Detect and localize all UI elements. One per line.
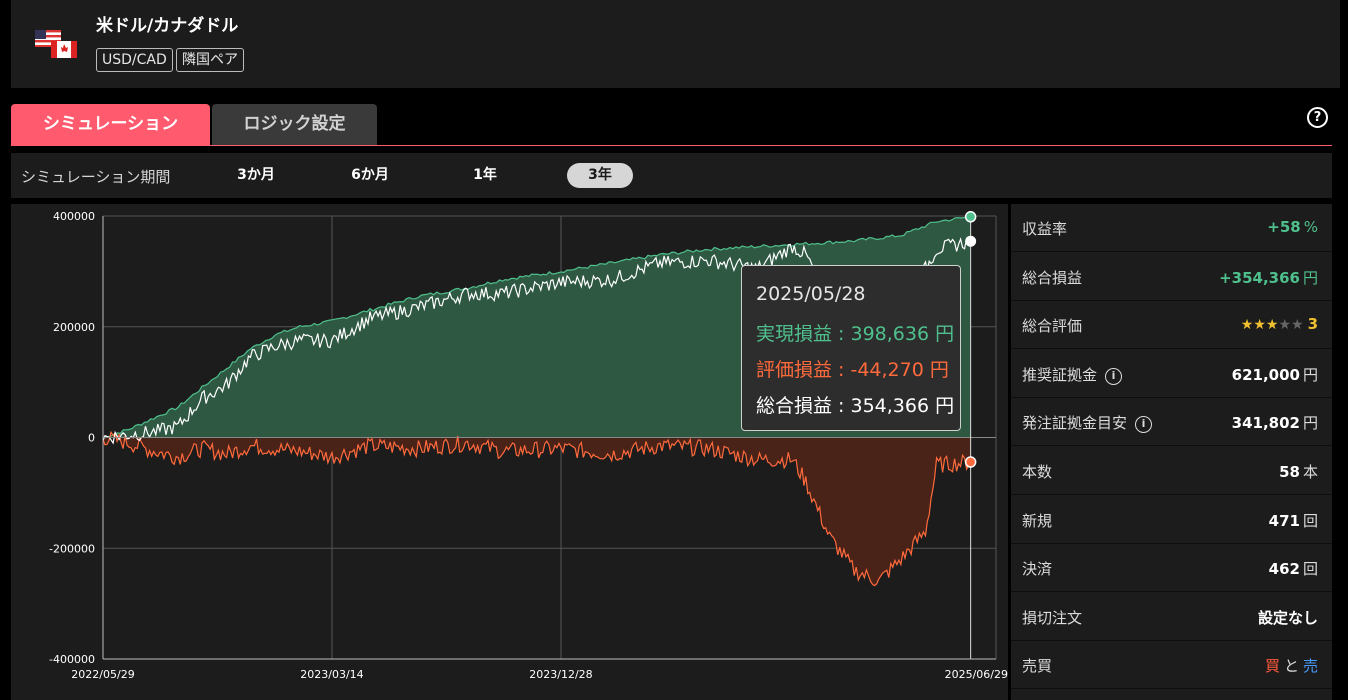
star-icon: ★ (1240, 317, 1254, 334)
star-icon: ★ (1253, 317, 1266, 334)
period-label: シミュレーション期間 (21, 168, 171, 186)
stat-value: ★★★★★ 3 (1240, 315, 1318, 334)
stat-row: 推奨証拠金 i 621,000 円 (1011, 350, 1332, 398)
tooltip-unrealized: 評価損益 : -44,270 円 (756, 359, 949, 381)
info-icon[interactable]: i (1135, 416, 1153, 434)
help-icon[interactable]: ? (1307, 107, 1328, 128)
pair-header: 米ドル/カナダドル USD/CAD 隣国ペア (11, 0, 1340, 88)
y-tick-label: 400000 (53, 210, 95, 223)
y-tick-label: 0 (88, 432, 95, 445)
stat-value: 341,802 円 (1231, 414, 1318, 433)
y-tick-label: -400000 (49, 653, 95, 666)
stat-label: 収益率 (1022, 220, 1068, 238)
period-3y-button[interactable]: 3年 (567, 163, 633, 188)
stat-row: 売買 買と売 (1011, 641, 1332, 690)
stat-value: 買と売 (1264, 657, 1318, 676)
stat-row: 決済 462 回 (1011, 544, 1332, 593)
stats-panel: 収益率 +58% 総合損益 +354,366 円総合評価 ★★★★★ 3 推奨証拠金 i 621,… (1011, 204, 1332, 700)
info-icon[interactable]: i (1105, 367, 1123, 385)
realized-marker (964, 211, 977, 223)
stat-label: 売買 (1022, 657, 1053, 676)
stat-value: +354,366 円 (1219, 268, 1318, 287)
x-tick-label: 2025/06/29 (945, 668, 1008, 681)
pair-code-tag: USD/CAD (96, 48, 173, 72)
stat-label: 総合評価 (1022, 317, 1083, 336)
stat-row: 新規 471 回 (1011, 496, 1332, 544)
stat-value: +58% (1267, 218, 1318, 236)
tooltip-realized: 実現損益 : 398,636 円 (756, 323, 955, 345)
stat-row: 損切注文 設定なし (1011, 593, 1332, 641)
usd-cad-flag-icon (35, 30, 77, 58)
period-6m-button[interactable]: 6か月 (351, 167, 389, 183)
period-selector: シミュレーション期間 3か月 6か月 1年 3年 (11, 153, 1332, 198)
period-3m-button[interactable]: 3か月 (237, 167, 275, 183)
stat-value: 621,000 円 (1231, 365, 1318, 384)
star-icon: ★ (1278, 317, 1291, 334)
stat-value: 462 回 (1268, 560, 1318, 579)
tab-underline (11, 145, 1332, 146)
stat-value: 471 回 (1268, 511, 1318, 530)
stat-label: 損切注文 (1022, 608, 1083, 627)
unrealized-line (102, 430, 972, 587)
star-icon: ★ (1265, 317, 1279, 334)
x-tick-label: 2023/03/14 (300, 668, 363, 681)
stat-label: 発注証拠金目安 i (1022, 412, 1153, 434)
stat-row: 収益率 +58% (1011, 204, 1332, 252)
unrealized-marker (964, 456, 977, 468)
stat-label: 総合損益 (1022, 268, 1083, 287)
stat-label: 新規 (1022, 511, 1053, 530)
star-icon: ★ (1291, 317, 1304, 334)
stat-label: 決済 (1022, 560, 1053, 579)
pair-title: 米ドル/カナダドル (96, 16, 239, 36)
tooltip-date: 2025/05/28 (756, 283, 866, 305)
pnl-chart-panel: 400000 200000 0 -200000 -400000 2022/05/29 202… (11, 204, 1008, 700)
tab-simulation[interactable]: シミュレーション (11, 104, 210, 145)
chart-tooltip: 2025/05/28 実現損益 : 398,636 円 評価損益 : -44,2… (741, 265, 961, 431)
stat-row: 発注証拠金目安 i 341,802 円 (1011, 398, 1332, 447)
x-tick-label: 2022/05/29 (71, 668, 134, 681)
tooltip-total: 総合損益 : 354,366 円 (756, 395, 955, 417)
stat-value: 58 本 (1279, 463, 1318, 481)
x-tick-label: 2023/12/28 (529, 668, 592, 681)
stat-label: 推奨証拠金 i (1022, 364, 1123, 385)
tab-logic-settings[interactable]: ロジック設定 (212, 104, 377, 145)
y-tick-label: -200000 (49, 542, 95, 555)
realized-line (102, 216, 971, 439)
stat-row: 本数 58 本 (1011, 447, 1332, 495)
stat-label: 本数 (1022, 463, 1053, 481)
y-tick-label: 200000 (53, 321, 95, 334)
pair-category-tag: 隣国ペア (176, 48, 244, 72)
period-1y-button[interactable]: 1年 (473, 167, 497, 183)
stat-row: 総合損益 +354,366 円 (1011, 253, 1332, 301)
unrealized-area (103, 432, 971, 586)
stat-row: 総合評価 ★★★★★ 3 (1011, 301, 1332, 350)
stat-value: 設定なし (1257, 608, 1318, 627)
total-marker (965, 235, 977, 247)
